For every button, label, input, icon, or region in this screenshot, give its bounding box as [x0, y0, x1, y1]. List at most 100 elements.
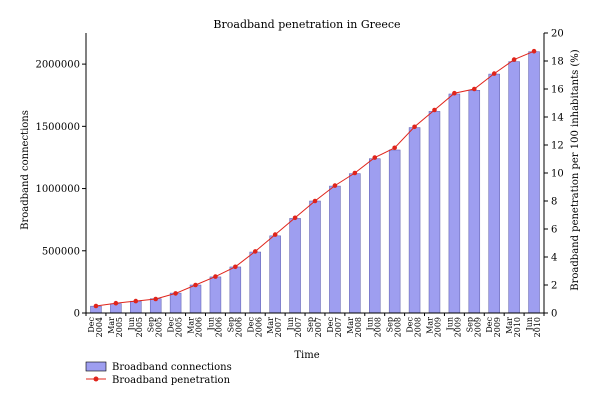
x-category-label: Sep 2007: [306, 317, 323, 337]
bar: [388, 149, 401, 314]
x-category-label: Mar 2009: [425, 317, 442, 338]
bar: [289, 218, 301, 314]
x-category-label: Jun 2010: [525, 317, 542, 337]
left-tick-label: 1500000: [35, 122, 80, 133]
x-category-year: 2008: [394, 317, 403, 337]
x-axis-category-labels: Dec 2004 Mar 2005 Jun 2005 Sep 2005 Dec 2005 Mar 20…: [85, 313, 545, 338]
bar: [349, 173, 361, 314]
x-category-month: Jun: [366, 317, 375, 332]
bar: [528, 51, 540, 314]
penetration-point: [233, 264, 238, 270]
bar: [269, 235, 281, 314]
x-category-label: Mar 2005: [107, 317, 124, 338]
penetration-point: [153, 296, 158, 302]
x-category-label: Mar 2008: [346, 317, 363, 338]
x-category-month: Jun: [286, 317, 295, 332]
bar: [369, 158, 381, 314]
x-category-label: Jun 2006: [206, 317, 223, 337]
x-category-month: Mar: [187, 317, 196, 334]
bar-series-connections: [90, 51, 540, 314]
penetration-point: [432, 107, 437, 113]
x-category-label: Jun 2007: [286, 317, 303, 337]
x-category-year: 2008: [374, 317, 383, 337]
x-category-month: Mar: [346, 317, 355, 334]
bar: [209, 276, 222, 314]
x-category-year: 2009: [493, 317, 502, 337]
x-category-year: 2005: [175, 317, 184, 337]
x-category-month: Sep: [226, 317, 235, 332]
x-category-year: 2008: [414, 317, 423, 337]
x-category-year: 2010: [513, 317, 522, 337]
penetration-point: [531, 48, 537, 54]
x-category-label: Dec 2009: [485, 316, 502, 337]
x-category-month: Jun: [127, 317, 136, 332]
right-axis-ticks: 0 2 4 6 8 10 12 14 16 18 20: [544, 29, 564, 320]
x-category-year: 2006: [254, 317, 263, 337]
bar: [229, 266, 242, 314]
penetration-point: [511, 57, 517, 62]
x-category-month: Mar: [505, 317, 514, 334]
x-category-label: Dec 2008: [406, 316, 423, 337]
right-tick-label: 2: [551, 281, 557, 292]
x-category-month: Dec: [485, 316, 494, 332]
x-category-label: Dec 2004: [87, 316, 104, 337]
x-category-label: Mar 2006: [187, 317, 204, 338]
bar: [408, 127, 421, 314]
penetration-point: [332, 183, 338, 188]
x-category-year: 2009: [433, 317, 442, 337]
penetration-point: [491, 71, 497, 76]
bar: [249, 251, 261, 314]
x-category-label: Sep 2006: [226, 317, 243, 337]
penetration-point: [392, 145, 397, 151]
x-category-year: 2005: [155, 317, 164, 337]
bar: [189, 284, 202, 314]
x-category-year: 2006: [195, 317, 204, 337]
x-category-month: Mar: [107, 317, 116, 334]
x-category-month: Sep: [386, 317, 395, 332]
x-category-month: Mar: [266, 317, 275, 334]
penetration-point: [292, 215, 298, 221]
x-category-label: Jun 2008: [366, 317, 383, 337]
right-tick-label: 0: [551, 309, 557, 320]
bar: [448, 93, 461, 314]
right-tick-label: 14: [551, 113, 564, 124]
bar: [428, 111, 441, 314]
bar: [309, 200, 321, 314]
right-tick-label: 4: [551, 253, 557, 264]
penetration-point: [113, 300, 119, 306]
legend: Broadband connections Broadband penetrat…: [85, 361, 232, 386]
left-tick-label: 500000: [42, 246, 80, 257]
x-category-year: 2009: [473, 317, 482, 337]
penetration-point: [173, 291, 178, 296]
x-category-label: Jun 2005: [127, 317, 144, 337]
x-axis-label: Time: [294, 350, 319, 361]
right-tick-label: 8: [551, 197, 557, 208]
penetration-point: [412, 124, 417, 130]
x-category-label: Sep 2005: [147, 317, 164, 337]
x-category-month: Mar: [425, 317, 434, 334]
x-category-month: Dec: [87, 316, 96, 332]
right-tick-label: 12: [551, 141, 564, 152]
penetration-point: [452, 90, 457, 96]
right-tick-label: 10: [551, 169, 564, 180]
x-category-label: Mar 2010: [505, 317, 522, 338]
x-category-year: 2007: [294, 317, 303, 337]
x-category-year: 2010: [533, 317, 542, 337]
x-category-month: Dec: [406, 316, 415, 332]
penetration-point: [372, 155, 378, 160]
x-category-year: 2007: [334, 317, 343, 337]
left-tick-label: 1000000: [35, 184, 80, 195]
penetration-point: [133, 298, 139, 304]
penetration-point: [252, 249, 258, 254]
bar: [468, 89, 481, 314]
legend-swatch-connections: [85, 361, 107, 372]
bar: [508, 61, 520, 314]
left-tick-label: 0: [74, 309, 80, 320]
x-category-year: 2005: [135, 317, 144, 337]
penetration-point: [472, 86, 477, 92]
x-category-label: Jun 2009: [445, 317, 462, 337]
x-category-month: Sep: [147, 317, 156, 332]
right-tick-label: 20: [551, 29, 564, 40]
penetration-point: [312, 198, 318, 204]
penetration-point: [272, 232, 278, 237]
